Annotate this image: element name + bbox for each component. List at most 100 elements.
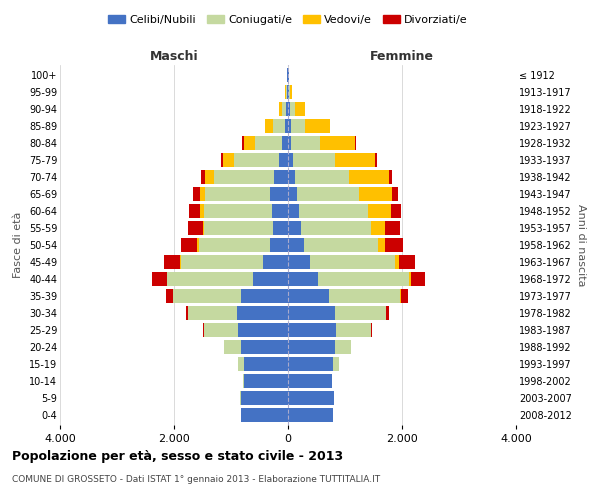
Bar [288, 272, 318, 286]
Bar [238, 323, 288, 336]
Bar [288, 204, 368, 218]
Bar [242, 136, 288, 150]
Bar [241, 408, 288, 422]
Bar [288, 306, 389, 320]
Bar [288, 86, 290, 99]
Bar [288, 323, 337, 336]
Bar [188, 306, 288, 320]
Bar [271, 188, 288, 201]
Bar [288, 136, 356, 150]
Bar [288, 289, 408, 302]
Bar [288, 204, 401, 218]
Bar [288, 204, 299, 218]
Bar [288, 154, 335, 167]
Bar [288, 323, 371, 336]
Bar [188, 221, 288, 235]
Bar [238, 357, 288, 370]
Bar [241, 408, 288, 422]
Bar [288, 408, 334, 422]
Bar [287, 86, 288, 99]
Bar [288, 86, 289, 99]
Bar [288, 408, 334, 422]
Bar [200, 188, 288, 201]
Bar [288, 188, 296, 201]
Bar [286, 86, 288, 99]
Bar [164, 255, 288, 269]
Bar [288, 357, 333, 370]
Bar [288, 408, 333, 422]
Bar [197, 238, 288, 252]
Bar [288, 357, 339, 370]
Bar [287, 68, 288, 82]
Bar [272, 204, 288, 218]
Bar [265, 120, 288, 133]
Bar [274, 170, 288, 184]
Y-axis label: Fasce di età: Fasce di età [13, 212, 23, 278]
Bar [288, 120, 291, 133]
Bar [287, 68, 288, 82]
Bar [203, 204, 288, 218]
Bar [236, 306, 288, 320]
Bar [203, 323, 288, 336]
Bar [288, 323, 371, 336]
Bar [288, 255, 415, 269]
Bar [288, 68, 289, 82]
Bar [287, 68, 288, 82]
Bar [241, 289, 288, 302]
Bar [286, 86, 288, 99]
Bar [243, 374, 288, 388]
Bar [288, 357, 339, 370]
Text: Popolazione per età, sesso e stato civile - 2013: Popolazione per età, sesso e stato civil… [12, 450, 343, 463]
Bar [283, 136, 288, 150]
Bar [288, 136, 355, 150]
Bar [288, 408, 334, 422]
Bar [272, 221, 288, 235]
Bar [288, 374, 332, 388]
Bar [288, 238, 304, 252]
Bar [204, 323, 288, 336]
Bar [167, 272, 288, 286]
Bar [288, 391, 334, 404]
Bar [288, 170, 389, 184]
Text: COMUNE DI GROSSETO - Dati ISTAT 1° gennaio 2013 - Elaborazione TUTTITALIA.IT: COMUNE DI GROSSETO - Dati ISTAT 1° genna… [12, 475, 380, 484]
Bar [288, 136, 292, 150]
Bar [288, 306, 386, 320]
Bar [288, 170, 392, 184]
Bar [288, 289, 400, 302]
Bar [272, 120, 288, 133]
Bar [241, 340, 288, 353]
Bar [288, 357, 339, 370]
Bar [244, 357, 288, 370]
Bar [288, 102, 295, 116]
Bar [193, 188, 288, 201]
Bar [288, 86, 292, 99]
Bar [152, 272, 288, 286]
Bar [204, 221, 288, 235]
Bar [288, 86, 292, 99]
Bar [244, 374, 288, 388]
Bar [288, 340, 351, 353]
Bar [224, 340, 288, 353]
Bar [288, 120, 305, 133]
Bar [288, 255, 310, 269]
Bar [288, 340, 350, 353]
Bar [288, 238, 378, 252]
Bar [288, 272, 409, 286]
Bar [279, 102, 288, 116]
Bar [288, 238, 403, 252]
Bar [288, 255, 395, 269]
Bar [241, 391, 288, 404]
Bar [181, 238, 288, 252]
Bar [270, 238, 288, 252]
Bar [288, 170, 295, 184]
Bar [263, 255, 288, 269]
Bar [224, 340, 288, 353]
Bar [288, 68, 289, 82]
Bar [288, 340, 335, 353]
Bar [288, 170, 349, 184]
Text: Maschi: Maschi [149, 50, 199, 64]
Bar [173, 289, 288, 302]
Bar [288, 289, 401, 302]
Bar [224, 340, 288, 353]
Bar [288, 102, 305, 116]
